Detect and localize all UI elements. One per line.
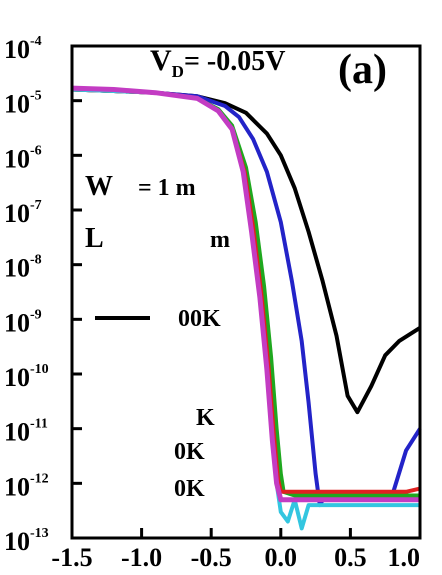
vd-value: = -0.05V bbox=[184, 46, 286, 77]
series-group bbox=[71, 85, 422, 531]
y-tick-label: 10-13 bbox=[4, 526, 49, 556]
series-line-6 bbox=[71, 85, 420, 503]
legend-label-6: 0K bbox=[174, 476, 205, 502]
y-tick-exponent: -6 bbox=[30, 143, 42, 158]
x-tick-label: 0.5 bbox=[334, 543, 367, 572]
y-tick-base: 10 bbox=[4, 418, 30, 447]
legend: 00K K 0K 0K bbox=[95, 306, 221, 502]
vd-main: V bbox=[150, 44, 172, 77]
legend-label-1: 00K bbox=[178, 306, 221, 332]
y-tick-label: 10-10 bbox=[4, 362, 49, 392]
legend-label-5: 0K bbox=[174, 439, 205, 465]
series-line-3 bbox=[71, 87, 420, 498]
x-tick-label: -1.0 bbox=[121, 543, 162, 572]
y-tick-labels: 10-410-510-610-710-810-910-1010-1110-121… bbox=[4, 34, 49, 556]
y-tick-base: 10 bbox=[4, 472, 30, 501]
y-tick-label: 10-6 bbox=[4, 143, 42, 173]
legend-label-4: K bbox=[196, 405, 215, 431]
series-line-2 bbox=[71, 87, 422, 508]
y-tick-exponent: -7 bbox=[30, 198, 42, 213]
x-tick-label: -1.5 bbox=[51, 543, 92, 572]
y-tick-exponent: -8 bbox=[30, 253, 42, 268]
y-tick-base: 10 bbox=[4, 90, 30, 119]
series-line-1 bbox=[71, 87, 422, 415]
series-line-4 bbox=[71, 87, 421, 494]
y-tick-base: 10 bbox=[4, 199, 30, 228]
y-tick-exponent: -11 bbox=[30, 417, 48, 432]
y-tick-label: 10-8 bbox=[4, 253, 42, 283]
panel-label: (a) bbox=[338, 47, 387, 93]
y-tick-exponent: -12 bbox=[30, 471, 49, 486]
x-tick-label: 0.0 bbox=[265, 543, 298, 572]
plot-frame bbox=[70, 44, 422, 540]
w-value: = 1 m bbox=[138, 175, 196, 201]
y-tick-label: 10-4 bbox=[4, 34, 42, 64]
tick-marks bbox=[70, 44, 422, 540]
vd-label: VD= -0.05V bbox=[150, 44, 285, 81]
x-tick-labels: -1.5 -1.0 -0.5 0.0 0.5 1.0 bbox=[51, 543, 420, 572]
y-tick-label: 10-9 bbox=[4, 307, 42, 337]
x-tick-label: -0.5 bbox=[191, 543, 232, 572]
x-tick-label: 1.0 bbox=[388, 543, 421, 572]
y-tick-label: 10-12 bbox=[4, 471, 49, 501]
vd-subscript: D bbox=[172, 62, 184, 81]
l-label: L bbox=[85, 223, 104, 254]
y-tick-exponent: -10 bbox=[30, 362, 49, 377]
y-tick-base: 10 bbox=[4, 308, 30, 337]
y-tick-exponent: -4 bbox=[30, 34, 42, 49]
y-tick-label: 10-11 bbox=[4, 417, 48, 447]
y-tick-label: 10-7 bbox=[4, 198, 42, 228]
y-tick-label: 10-5 bbox=[4, 89, 42, 119]
w-label: W bbox=[85, 171, 113, 202]
y-tick-base: 10 bbox=[4, 527, 30, 556]
y-tick-base: 10 bbox=[4, 254, 30, 283]
series-line-5 bbox=[71, 87, 420, 531]
y-tick-exponent: -13 bbox=[30, 526, 49, 541]
y-tick-exponent: -5 bbox=[30, 89, 42, 104]
l-value: m bbox=[210, 227, 230, 253]
y-tick-exponent: -9 bbox=[30, 307, 42, 322]
y-tick-base: 10 bbox=[4, 363, 30, 392]
y-tick-base: 10 bbox=[4, 35, 30, 64]
y-tick-base: 10 bbox=[4, 144, 30, 173]
